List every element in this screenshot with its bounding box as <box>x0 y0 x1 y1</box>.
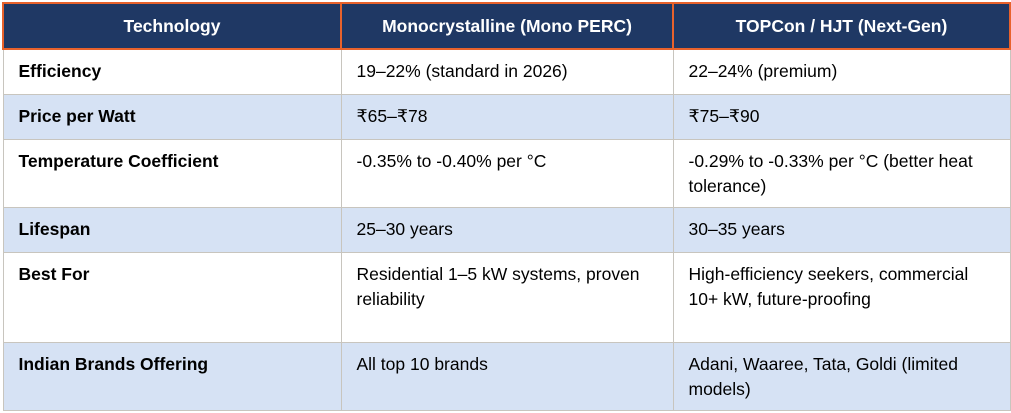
table-row-indian-brands: Indian Brands Offering All top 10 brands… <box>2 341 1011 411</box>
col-header-technology: Technology <box>2 2 342 50</box>
table-row-temperature-coefficient: Temperature Coefficient -0.35% to -0.40%… <box>2 138 1011 208</box>
row-label-best-for: Best For <box>2 251 342 343</box>
best-for-mono-value: Residential 1–5 kW systems, proven relia… <box>340 251 674 343</box>
row-label-indian-brands: Indian Brands Offering <box>2 341 342 411</box>
col-header-topcon-hjt: TOPCon / HJT (Next-Gen) <box>672 2 1011 50</box>
best-for-topcon-value: High-efficiency seekers, commercial 10+ … <box>672 251 1011 343</box>
temperature-topcon-value: -0.29% to -0.33% per °C (better heat tol… <box>672 138 1011 208</box>
row-label-lifespan: Lifespan <box>2 206 342 253</box>
brands-mono-value: All top 10 brands <box>340 341 674 411</box>
lifespan-topcon-value: 30–35 years <box>672 206 1011 253</box>
row-label-temperature-coefficient: Temperature Coefficient <box>2 138 342 208</box>
row-label-price-per-watt: Price per Watt <box>2 93 342 140</box>
header-row: Technology Monocrystalline (Mono PERC) T… <box>2 2 1011 50</box>
col-header-monocrystalline: Monocrystalline (Mono PERC) <box>340 2 674 50</box>
table-row-best-for: Best For Residential 1–5 kW systems, pro… <box>2 251 1011 343</box>
table-row-efficiency: Efficiency 19–22% (standard in 2026) 22–… <box>2 48 1011 95</box>
price-mono-value: ₹65–₹78 <box>340 93 674 140</box>
table-row-price-per-watt: Price per Watt ₹65–₹78 ₹75–₹90 <box>2 93 1011 140</box>
brands-topcon-value: Adani, Waaree, Tata, Goldi (limited mode… <box>672 341 1011 411</box>
row-label-efficiency: Efficiency <box>2 48 342 95</box>
price-topcon-value: ₹75–₹90 <box>672 93 1011 140</box>
temperature-mono-value: -0.35% to -0.40% per °C <box>340 138 674 208</box>
table-row-lifespan: Lifespan 25–30 years 30–35 years <box>2 206 1011 253</box>
efficiency-topcon-value: 22–24% (premium) <box>672 48 1011 95</box>
efficiency-mono-value: 19–22% (standard in 2026) <box>340 48 674 95</box>
lifespan-mono-value: 25–30 years <box>340 206 674 253</box>
